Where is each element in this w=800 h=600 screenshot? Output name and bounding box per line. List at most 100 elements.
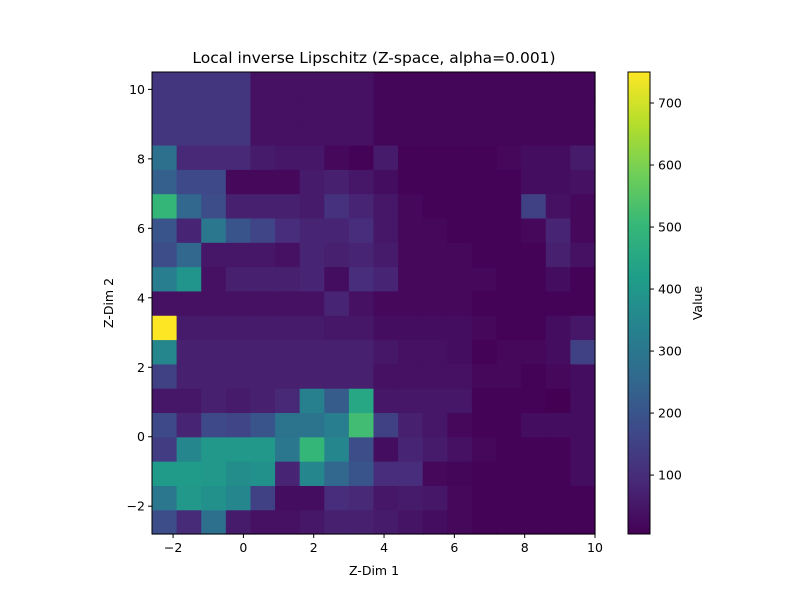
- heatmap-cell: [176, 266, 202, 292]
- x-tick-label: 8: [521, 540, 529, 555]
- heatmap-cell: [496, 193, 522, 219]
- heatmap-cell: [348, 242, 375, 268]
- heatmap-cell: [471, 315, 498, 341]
- heatmap-cell: [250, 193, 276, 219]
- heatmap-cell: [225, 412, 252, 438]
- heatmap-cell: [250, 436, 276, 462]
- heatmap-cell: [496, 436, 522, 462]
- heatmap-cell: [250, 144, 276, 170]
- y-tick-label: 10: [129, 82, 145, 97]
- heatmap-cell: [545, 412, 571, 438]
- heatmap-cell: [225, 120, 252, 146]
- heatmap-cell: [447, 339, 473, 365]
- heatmap-cell: [422, 509, 448, 535]
- heatmap-cell: [447, 169, 473, 195]
- heatmap-cell: [176, 120, 202, 146]
- heatmap-cell: [398, 169, 424, 195]
- heatmap-cell: [398, 120, 424, 146]
- heatmap-cell: [398, 509, 424, 535]
- heatmap-cell: [225, 72, 252, 97]
- heatmap-cell: [447, 412, 473, 438]
- heatmap-cell: [324, 412, 350, 438]
- heatmap-cell: [201, 388, 227, 414]
- heatmap-cell: [521, 193, 547, 219]
- heatmap-cell: [545, 339, 571, 365]
- heatmap-cell: [373, 363, 399, 389]
- heatmap-cell: [152, 169, 178, 195]
- heatmap-cell: [299, 169, 325, 195]
- heatmap-cell: [496, 120, 522, 146]
- heatmap-cell: [275, 485, 301, 511]
- heatmap-cell: [299, 509, 325, 535]
- heatmap-cell: [250, 509, 276, 535]
- heatmap-cell: [521, 96, 547, 122]
- heatmap-cell: [521, 339, 547, 365]
- heatmap-cell: [398, 461, 424, 486]
- heatmap-cell: [373, 217, 399, 243]
- heatmap-cell: [471, 485, 498, 511]
- heatmap-cell: [570, 72, 596, 97]
- heatmap-cell: [521, 388, 547, 414]
- colorbar-tick-label: 300: [658, 344, 682, 359]
- heatmap-cell: [471, 217, 498, 243]
- heatmap-cell: [152, 266, 178, 292]
- heatmap-cell: [496, 290, 522, 316]
- heatmap-cell: [152, 96, 178, 122]
- heatmap-cell: [496, 388, 522, 414]
- heatmap-cell: [545, 363, 571, 389]
- heatmap-cell: [250, 72, 276, 97]
- heatmap-cell: [398, 315, 424, 341]
- x-tick-label: −2: [164, 540, 182, 555]
- heatmap-cell: [324, 485, 350, 511]
- heatmap-cell: [521, 72, 547, 97]
- heatmap-cell: [545, 193, 571, 219]
- heatmap-cell: [447, 290, 473, 316]
- heatmap-cell: [521, 461, 547, 486]
- heatmap-cell: [398, 388, 424, 414]
- heatmap-cell: [275, 120, 301, 146]
- plot-frame: [151, 71, 596, 535]
- heatmap-cell: [422, 96, 448, 122]
- heatmap-cell: [373, 290, 399, 316]
- heatmap-cell: [496, 96, 522, 122]
- heatmap-cell: [471, 169, 498, 195]
- heatmap-cell: [398, 412, 424, 438]
- heatmap-cell: [348, 144, 375, 170]
- heatmap-cell: [275, 363, 301, 389]
- heatmap-cell: [471, 266, 498, 292]
- heatmap-cell: [250, 461, 276, 486]
- colorbar-tick-label: 200: [658, 406, 682, 421]
- heatmap-cell: [275, 339, 301, 365]
- heatmap-cell: [299, 412, 325, 438]
- heatmap-cell: [398, 339, 424, 365]
- heatmap-cell: [152, 120, 178, 146]
- heatmap-cell: [447, 120, 473, 146]
- heatmap-cell: [299, 217, 325, 243]
- heatmap-cell: [250, 290, 276, 316]
- heatmap-cell: [299, 266, 325, 292]
- heatmap-cell: [324, 169, 350, 195]
- heatmap-cell: [521, 120, 547, 146]
- heatmap-cell: [176, 96, 202, 122]
- heatmap-cell: [521, 242, 547, 268]
- heatmap-cell: [348, 217, 375, 243]
- heatmap-cell: [176, 412, 202, 438]
- heatmap-cell: [570, 315, 596, 341]
- heatmap-cell: [545, 96, 571, 122]
- heatmap-cell: [521, 315, 547, 341]
- heatmap-cell: [422, 144, 448, 170]
- heatmap-cell: [496, 169, 522, 195]
- y-tick-label: 4: [137, 290, 145, 305]
- heatmap-cell: [250, 485, 276, 511]
- heatmap-cell: [422, 120, 448, 146]
- heatmap-cell: [176, 217, 202, 243]
- heatmap-cell: [299, 120, 325, 146]
- chart-title: Local inverse Lipschitz (Z-space, alpha=…: [192, 49, 555, 67]
- heatmap-cell: [201, 169, 227, 195]
- heatmap-cell: [447, 315, 473, 341]
- heatmap-cell: [422, 485, 448, 511]
- heatmap-cell: [176, 290, 202, 316]
- heatmap-cell: [496, 461, 522, 486]
- heatmap-cell: [447, 388, 473, 414]
- heatmap-cell: [398, 217, 424, 243]
